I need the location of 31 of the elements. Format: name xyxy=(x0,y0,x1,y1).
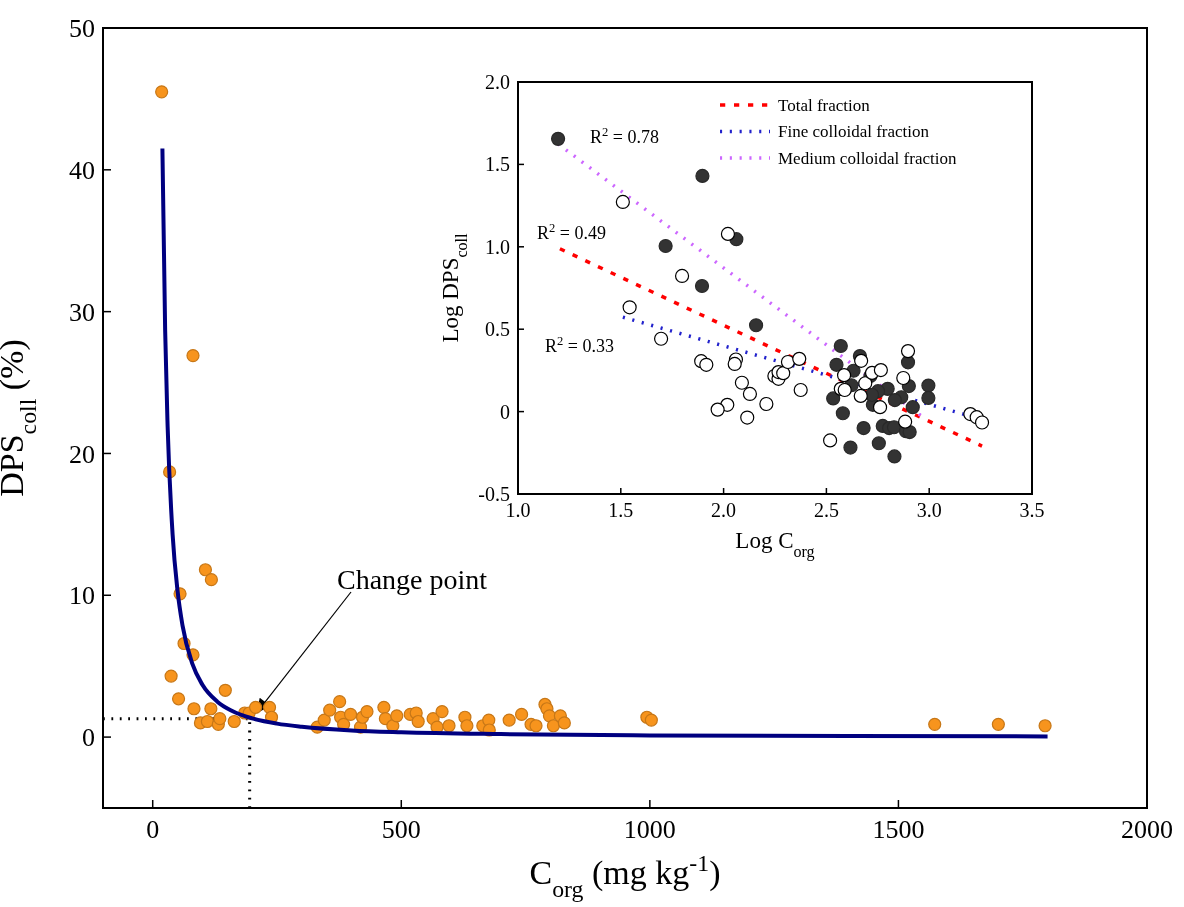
y-tick-label: 10 xyxy=(69,581,95,611)
annotation: Change point xyxy=(337,564,488,595)
y-tick-label: -0.5 xyxy=(478,483,510,505)
y-tick-label: 0 xyxy=(500,400,510,423)
y-tick-label: 20 xyxy=(69,439,95,469)
legend-label: Fine colloidal fraction xyxy=(778,122,930,142)
y-tick-label: 0.5 xyxy=(485,318,510,341)
x-tick-label: 3.0 xyxy=(916,499,942,521)
x-tick-label: 1500 xyxy=(872,814,925,844)
y-tick-label: 40 xyxy=(69,155,95,185)
x-tick-label: 1000 xyxy=(623,814,676,844)
annotation: R$^{2}$ = 0.49 xyxy=(537,221,606,244)
x-axis-title: C$_{org}$ (mg kg$^{-1}$) xyxy=(529,849,721,902)
legend-label: Medium colloidal fraction xyxy=(778,148,957,168)
x-tick-label: 2.5 xyxy=(813,499,839,521)
x-tick-label: 2000 xyxy=(1121,814,1173,844)
x-tick-label: 2.0 xyxy=(711,499,737,521)
annotation: R$^{2}$ = 0.78 xyxy=(590,125,659,148)
y-tick-label: 1.0 xyxy=(485,235,510,258)
y-tick-label: 0 xyxy=(82,723,95,753)
y-tick-label: 30 xyxy=(69,297,95,327)
legend-label: Total fraction xyxy=(778,95,871,115)
annotation: R$^{2}$ = 0.33 xyxy=(545,334,614,357)
x-tick-label: 1.5 xyxy=(608,499,634,521)
x-tick-label: 500 xyxy=(381,814,421,844)
y-tick-label: 50 xyxy=(69,14,95,44)
x-tick-label: 3.5 xyxy=(1019,499,1045,521)
y-tick-label: 2.0 xyxy=(485,71,510,93)
x-tick-label: 0 xyxy=(146,814,160,844)
y-tick-label: 1.5 xyxy=(485,153,510,176)
x-axis-title: Log C$_{org}$ xyxy=(735,528,815,561)
